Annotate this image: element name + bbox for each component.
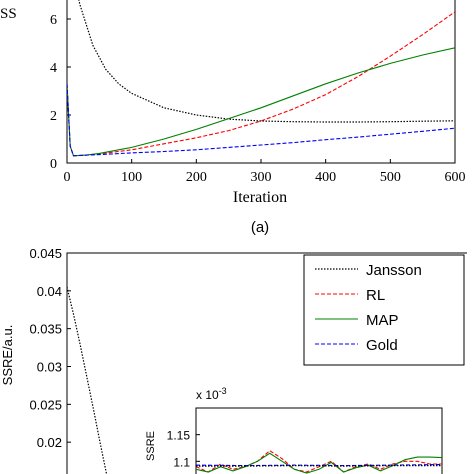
top-ticks: 0 100 200 300 400 500 600 0 2 4 6	[50, 13, 466, 185]
top-ytick-label: 6	[50, 13, 57, 28]
top-ytick-label: 2	[50, 109, 57, 124]
bottom-ytick-label: 0.02	[37, 435, 62, 450]
top-series-jansson	[78, 0, 455, 123]
legend-label-rl: RL	[366, 287, 385, 304]
top-plot-frame	[66, 0, 456, 164]
top-xtick-label: 0	[64, 170, 71, 185]
top-y-label: SS	[0, 6, 17, 22]
top-xtick-label: 400	[315, 170, 336, 185]
top-xtick-label: 100	[121, 170, 142, 185]
top-lines	[67, 0, 455, 157]
top-xtick-label: 600	[445, 170, 466, 185]
bottom-ytick-label: 0.045	[29, 246, 62, 261]
top-ytick-label: 4	[50, 61, 57, 76]
legend-label-map: MAP	[366, 312, 399, 329]
top-series-rl	[67, 11, 455, 157]
legend: Jansson RL MAP Gold	[303, 254, 465, 366]
top-panel: SS 0 100 200 300 400 500 600 0 2 4 6 Iteration (a)	[0, 0, 466, 236]
inset-series-jansson	[196, 464, 442, 467]
panel-label-a: (a)	[251, 219, 269, 236]
bottom-y-label: SSRE/a.u.	[0, 325, 15, 386]
inset-series-map	[196, 452, 442, 474]
top-x-label: Iteration	[233, 189, 287, 206]
inset-ytick-label: 1.1	[173, 455, 190, 469]
legend-label-jansson: Jansson	[366, 262, 422, 279]
bottom-ytick-label: 0.04	[37, 284, 62, 299]
top-xtick-label: 200	[186, 170, 207, 185]
legend-label-gold: Gold	[366, 337, 398, 354]
bottom-panel: SSRE/a.u. 0.02 0.025 0.03 0.035 0.04 0.045 Ja…	[0, 246, 467, 474]
top-series-gold	[67, 83, 455, 157]
bottom-lines	[67, 286, 108, 474]
bottom-ytick-label: 0.035	[29, 322, 62, 337]
legend-box	[303, 254, 465, 366]
top-xtick-label: 300	[251, 170, 272, 185]
inset-scale-label: x 10-3	[196, 386, 227, 402]
top-series-map	[67, 47, 455, 157]
top-ytick-label: 0	[50, 157, 57, 172]
bottom-ytick-label: 0.03	[37, 360, 62, 375]
bottom-ytick-label: 0.025	[29, 397, 62, 412]
inset-frame	[195, 407, 443, 474]
bottom-series-jansson	[67, 286, 108, 474]
inset: x 10-3 SSRE 1.1 1.15	[145, 386, 443, 474]
inset-y-label: SSRE	[145, 431, 157, 461]
bottom-ticks: 0.02 0.025 0.03 0.035 0.04 0.045	[29, 246, 71, 450]
inset-lines	[196, 450, 442, 474]
inset-ticks: 1.1 1.15	[167, 429, 200, 469]
inset-ytick-label: 1.15	[167, 429, 191, 443]
top-xtick-label: 500	[380, 170, 401, 185]
